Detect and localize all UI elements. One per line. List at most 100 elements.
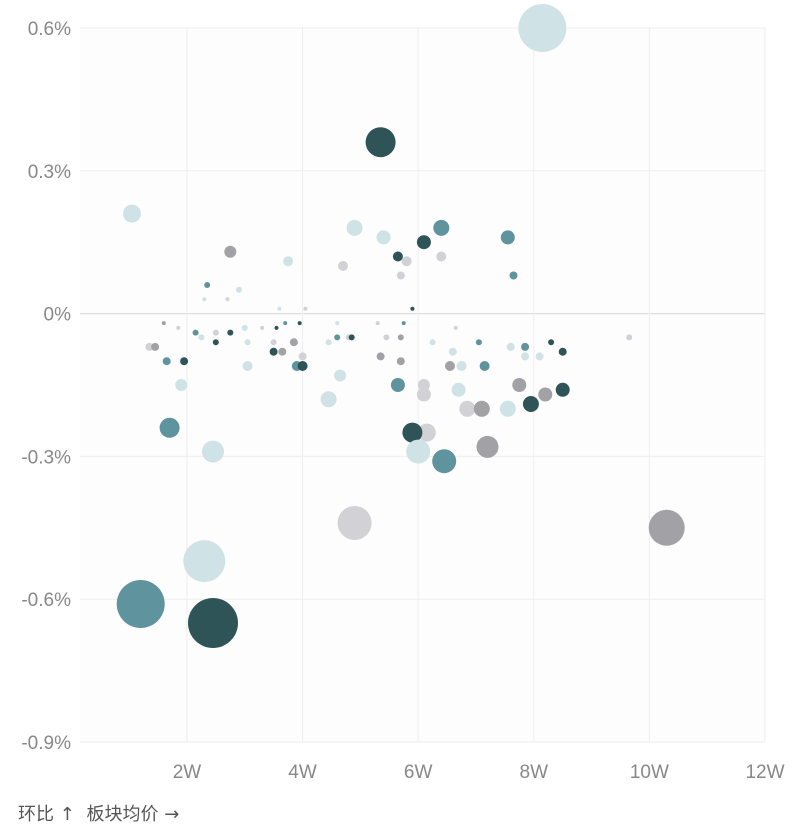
scatter-point <box>451 382 466 397</box>
y-axis-ticks: 0.6% 0.3% 0% -0.3% -0.6% -0.9% <box>21 19 71 754</box>
x-tick-label: 8W <box>520 762 549 783</box>
x-tick-label: 6W <box>404 762 433 783</box>
scatter-chart: 0.6% 0.3% 0% -0.3% -0.6% -0.9% 2W 4W 6W 8W 10W 12W <box>21 4 785 783</box>
scatter-point <box>337 506 372 540</box>
scatter-point <box>269 347 278 356</box>
scatter-point <box>626 334 633 341</box>
scatter-point <box>509 271 518 280</box>
scatter-point <box>283 256 294 267</box>
scatter-point <box>433 219 450 236</box>
scatter-point <box>297 361 308 371</box>
scatter-point <box>278 347 287 356</box>
scatter-point <box>396 271 405 280</box>
scatter-point <box>298 352 307 361</box>
scatter-point <box>277 306 282 311</box>
scatter-point <box>227 329 234 336</box>
scatter-point <box>260 325 265 330</box>
scatter-point <box>401 256 412 267</box>
scatter-point <box>500 230 515 245</box>
x-axis-ticks: 2W 4W 6W 8W 10W 12W <box>173 762 785 783</box>
scatter-point <box>445 361 455 371</box>
scatter-point <box>499 400 516 417</box>
scatter-point <box>161 321 166 326</box>
scatter-point <box>475 339 482 346</box>
scatter-point <box>522 396 539 412</box>
scatter-point <box>376 230 391 245</box>
scatter-point <box>453 325 458 330</box>
scatter-point <box>335 321 340 326</box>
scatter-point <box>558 347 567 356</box>
scatter-point <box>512 378 527 392</box>
scatter-point <box>180 357 189 366</box>
scatter-point <box>162 357 171 366</box>
scatter-point <box>338 261 348 271</box>
scatter-point <box>410 306 415 311</box>
scatter-point <box>390 378 405 392</box>
scatter-point <box>202 297 207 302</box>
scatter-point <box>274 325 279 330</box>
scatter-point <box>406 439 431 464</box>
scatter-point <box>334 334 341 341</box>
y-tick-label: -0.6% <box>21 590 71 611</box>
scatter-point <box>436 251 447 262</box>
x-tick-label: 4W <box>288 762 317 783</box>
scatter-point <box>283 321 288 326</box>
scatter-point <box>402 422 423 443</box>
scatter-point <box>429 339 436 346</box>
scatter-point <box>348 334 355 341</box>
scatter-point <box>325 339 332 346</box>
scatter-point <box>212 339 219 346</box>
scatter-point <box>225 297 230 302</box>
scatter-point <box>183 540 226 583</box>
scatter-point <box>159 417 180 438</box>
scatter-point <box>432 449 457 474</box>
scatter-point <box>192 329 199 336</box>
scatter-point <box>242 361 253 371</box>
scatter-point <box>334 369 347 382</box>
scatter-point <box>175 379 188 391</box>
scatter-point <box>320 391 337 408</box>
scatter-point <box>648 509 685 546</box>
scatter-point <box>521 352 530 361</box>
scatter-point <box>535 352 544 361</box>
y-tick-label: -0.3% <box>21 447 71 468</box>
y-axis-caption: 环比 ↑ <box>18 804 75 825</box>
x-tick-label: 2W <box>173 762 202 783</box>
scatter-point <box>241 324 248 331</box>
scatter-point <box>396 357 405 366</box>
scatter-point <box>521 342 530 351</box>
scatter-point <box>145 342 154 351</box>
scatter-point <box>212 329 219 336</box>
x-axis-caption: 板块均价 → <box>86 804 180 825</box>
scatter-point <box>202 440 224 463</box>
x-tick-label: 10W <box>630 762 669 783</box>
scatter-point <box>376 352 385 361</box>
scatter-point <box>270 339 277 346</box>
y-tick-label: 0% <box>44 305 72 326</box>
scatter-point <box>448 347 457 356</box>
scatter-point <box>224 245 237 258</box>
scatter-point <box>416 235 431 250</box>
scatter-point <box>244 339 251 346</box>
scatter-point <box>476 435 499 458</box>
scatter-point <box>375 321 380 326</box>
axis-caption: 环比 ↑ 板块均价 → <box>18 800 185 826</box>
scatter-point <box>416 387 431 402</box>
scatter-point <box>297 321 302 326</box>
x-tick-label: 12W <box>745 762 784 783</box>
scatter-point <box>303 306 308 311</box>
scatter-point <box>188 598 238 648</box>
scatter-point <box>479 361 490 371</box>
scatter-point <box>204 282 211 288</box>
scatter-point <box>555 382 570 397</box>
scatter-point <box>459 400 476 417</box>
y-tick-label: 0.6% <box>28 19 71 40</box>
scatter-point <box>289 338 298 347</box>
scatter-point <box>365 127 396 158</box>
scatter-point <box>548 339 555 346</box>
scatter-point <box>176 325 181 330</box>
scatter-point <box>401 321 406 326</box>
scatter-point <box>538 387 553 402</box>
y-tick-label: 0.3% <box>28 162 71 183</box>
scatter-point <box>456 361 467 371</box>
